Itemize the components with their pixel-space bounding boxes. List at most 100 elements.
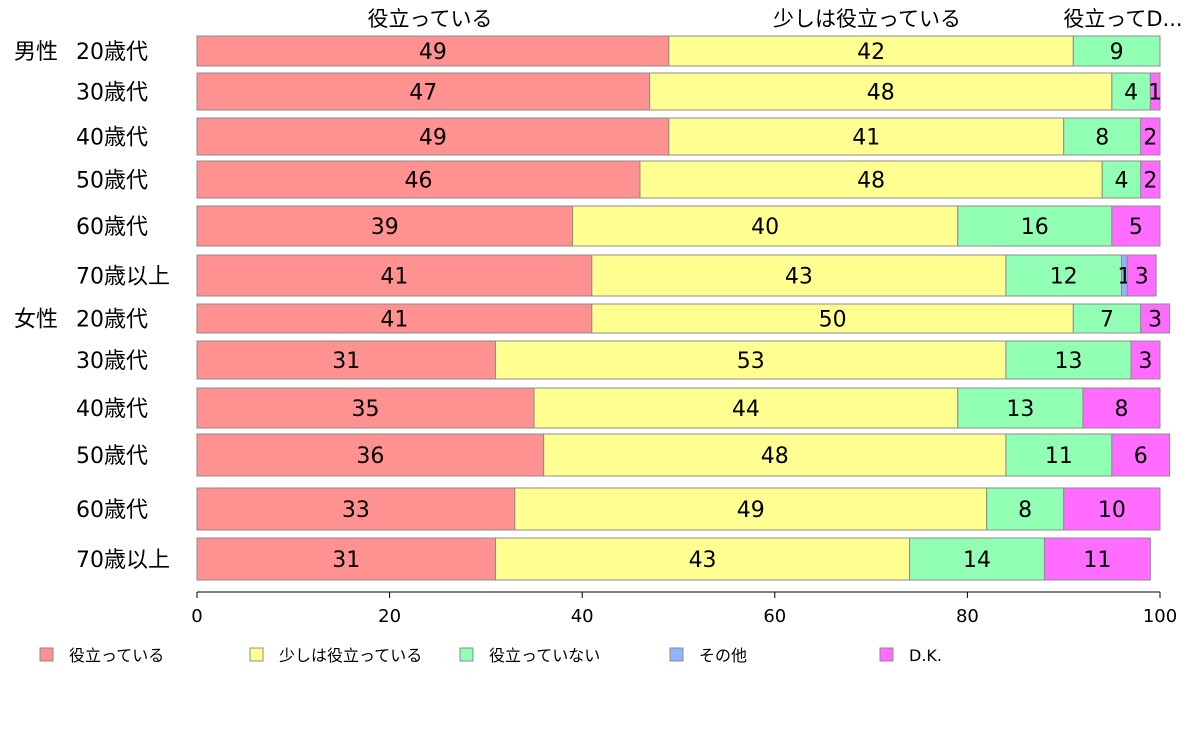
top-label: 少しは役立っている bbox=[773, 7, 961, 31]
legend: 役立っている 少しは役立っている 役立っていない その他 D.K. bbox=[39, 646, 942, 665]
bar-segment bbox=[196, 537, 497, 581]
bar-segment bbox=[1149, 72, 1161, 111]
data-label: 7 bbox=[1100, 308, 1114, 333]
data-label: 49 bbox=[419, 40, 447, 65]
data-label: 48 bbox=[761, 444, 789, 469]
data-label: 10 bbox=[1098, 498, 1126, 523]
row-label: 60歳代 bbox=[76, 215, 148, 240]
row-labels: 20歳代 30歳代 40歳代 50歳代 60歳代 70歳以上 20歳代 30歳代 40歳代 50歳… bbox=[14, 40, 170, 573]
bar-segment bbox=[572, 205, 959, 247]
data-label: 40 bbox=[751, 215, 779, 240]
bar-segment bbox=[495, 340, 1007, 380]
bar-segment bbox=[668, 35, 1074, 67]
bar-segment bbox=[1072, 303, 1142, 334]
data-label: 3 bbox=[1139, 349, 1153, 374]
data-label: 47 bbox=[409, 81, 437, 106]
legend-label: 役立っていない bbox=[489, 646, 600, 665]
top-label: 役立っている bbox=[368, 7, 493, 31]
bar-segment bbox=[1072, 35, 1161, 67]
bar-segment bbox=[649, 72, 1113, 111]
data-label: 14 bbox=[963, 548, 991, 573]
legend-swatch bbox=[249, 647, 264, 662]
bar-segment bbox=[196, 340, 497, 380]
x-tick-label: 60 bbox=[763, 606, 786, 627]
bar-segment bbox=[1130, 340, 1161, 380]
row-label: 50歳代 bbox=[76, 169, 148, 194]
bar-segment bbox=[957, 205, 1113, 247]
data-label: 49 bbox=[737, 498, 765, 523]
legend-label: D.K. bbox=[909, 646, 942, 665]
data-label: 43 bbox=[785, 265, 813, 290]
bar-segment bbox=[1111, 205, 1161, 247]
x-tick-label: 0 bbox=[191, 606, 202, 627]
x-axis: 0 20 40 60 80 100 bbox=[191, 591, 1177, 627]
bar-segment bbox=[196, 205, 574, 247]
top-label: 役立ってD... bbox=[1063, 7, 1182, 31]
bar-segment bbox=[957, 387, 1084, 429]
data-label: 13 bbox=[1006, 397, 1034, 422]
bar-segment bbox=[196, 487, 516, 531]
data-label: 6 bbox=[1134, 444, 1148, 469]
legend-swatch bbox=[459, 647, 474, 662]
bar-segment bbox=[1101, 160, 1142, 199]
group-label: 男性 bbox=[14, 40, 58, 65]
data-label: 31 bbox=[332, 349, 360, 374]
data-label: 2 bbox=[1143, 126, 1157, 151]
row-label: 60歳代 bbox=[76, 498, 148, 523]
data-label: 36 bbox=[356, 444, 384, 469]
bar-segment bbox=[1063, 117, 1142, 156]
row-label: 20歳代 bbox=[76, 308, 148, 333]
legend-swatch bbox=[879, 647, 894, 662]
x-tick-label: 20 bbox=[378, 606, 401, 627]
bar-segment bbox=[1140, 160, 1161, 199]
data-label: 5 bbox=[1129, 215, 1143, 240]
data-label: 8 bbox=[1095, 126, 1109, 151]
data-label: 12 bbox=[1050, 265, 1078, 290]
bar-segment bbox=[986, 487, 1065, 531]
bar-segment bbox=[196, 433, 545, 477]
data-label: 41 bbox=[852, 126, 880, 151]
bar-segment bbox=[1111, 72, 1151, 111]
data-label: 8 bbox=[1114, 397, 1128, 422]
bar-segment bbox=[1005, 340, 1132, 380]
data-label: 2 bbox=[1143, 169, 1157, 194]
data-label: 13 bbox=[1055, 349, 1083, 374]
data-label: 41 bbox=[380, 265, 408, 290]
data-label: 3 bbox=[1135, 265, 1149, 290]
bar-segment bbox=[543, 433, 1007, 477]
x-tick-label: 40 bbox=[571, 606, 594, 627]
x-tick-label: 100 bbox=[1143, 606, 1177, 627]
bar-segment bbox=[495, 537, 911, 581]
bar-segment bbox=[196, 72, 651, 111]
data-label: 43 bbox=[689, 548, 717, 573]
x-tick-label: 80 bbox=[956, 606, 979, 627]
legend-label: その他 bbox=[699, 646, 747, 665]
top-labels: 役立っている 少しは役立っている 役立ってD... bbox=[368, 7, 1183, 31]
row-label: 40歳代 bbox=[76, 126, 148, 151]
data-label: 16 bbox=[1021, 215, 1049, 240]
data-label: 3 bbox=[1148, 308, 1162, 333]
bar-segment bbox=[196, 35, 670, 67]
data-label: 11 bbox=[1045, 444, 1073, 469]
legend-label: 少しは役立っている bbox=[279, 646, 422, 665]
data-label: 49 bbox=[419, 126, 447, 151]
bar-segment bbox=[196, 254, 593, 297]
data-label: 48 bbox=[857, 169, 885, 194]
bar-segment bbox=[196, 160, 641, 199]
bar-segment bbox=[1140, 117, 1161, 156]
bar-segment bbox=[1082, 387, 1161, 429]
data-label: 35 bbox=[352, 397, 380, 422]
legend-label: 役立っている bbox=[69, 646, 164, 665]
bar-segment bbox=[1063, 487, 1161, 531]
data-label: 8 bbox=[1018, 498, 1032, 523]
bars: 49 42 947 48 4 149 41 8 246 48 4 239 40 16 541 43 12 1 341… bbox=[196, 35, 1171, 581]
bar-segment bbox=[1005, 433, 1113, 477]
bar-segment bbox=[196, 117, 670, 156]
legend-swatch bbox=[39, 647, 54, 662]
row-label: 20歳代 bbox=[76, 40, 148, 65]
data-label: 50 bbox=[819, 308, 847, 333]
bar-segment bbox=[1043, 537, 1151, 581]
bar-segment bbox=[909, 537, 1045, 581]
data-label: 41 bbox=[380, 308, 408, 333]
data-label: 44 bbox=[732, 397, 760, 422]
